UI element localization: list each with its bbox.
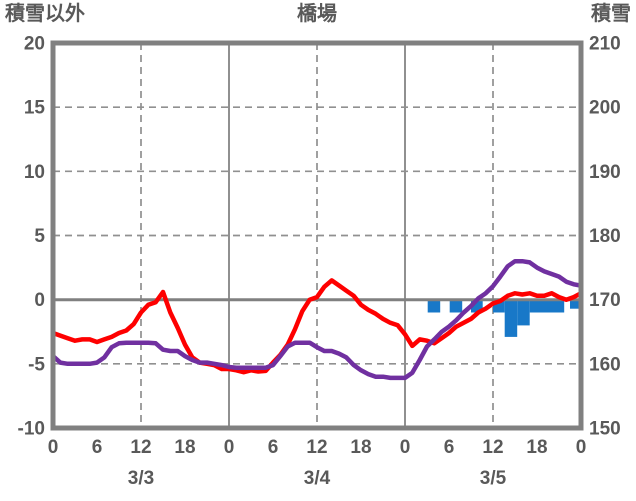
plot-frame [50,40,584,431]
snow-bar [517,299,530,326]
snow-bar [471,299,483,313]
chart-title: 橋場 [297,3,337,25]
left-axis-tick-label: -5 [28,354,45,375]
left-axis-tick-label: -10 [18,419,45,440]
left-axis-tick-label: 5 [34,226,45,247]
x-axis-tick-label: 6 [92,437,103,458]
right-axis-tick-label: 180 [589,226,621,247]
right-axis-tick-label: 210 [589,34,621,55]
right-axis-title: 積雪 [591,3,631,25]
snow-bar [529,299,565,313]
x-axis-tick-label: 12 [482,437,503,458]
red-line [50,278,584,375]
left-axis-tick-label: 10 [24,162,45,183]
x-axis-tick-label: 18 [350,437,371,458]
x-axis-tick-label: 0 [224,437,235,458]
snow-bar [427,299,441,313]
right-axis-tick-label: 200 [589,98,621,119]
x-axis-tick-label: 0 [576,437,587,458]
left-axis-tick-label: 0 [34,290,45,311]
snow-bar [493,299,505,313]
left-axis-tick-label: 15 [24,98,46,119]
snow-bar [504,299,518,337]
date-label: 3/5 [480,468,507,489]
left-axis-tick-label: 20 [24,34,45,55]
x-axis-tick-label: 6 [444,437,455,458]
x-axis-tick-label: 0 [48,437,59,458]
right-axis-tick-label: 150 [589,419,621,440]
date-label: 3/4 [304,468,331,489]
x-axis-tick-label: 0 [400,437,411,458]
x-axis-tick-label: 12 [306,437,327,458]
x-axis-tick-label: 18 [174,437,195,458]
x-axis-tick-label: 18 [526,437,547,458]
x-axis-tick-label: 6 [268,437,279,458]
date-label: 3/3 [128,468,154,489]
right-axis-tick-label: 160 [589,354,621,375]
snow-bar [570,299,581,309]
right-axis-tick-label: 190 [589,162,621,183]
x-axis-tick-label: 12 [130,437,151,458]
purple-line [50,258,584,381]
left-axis-title: 積雪以外 [5,3,85,25]
snow-bar [449,299,463,313]
right-axis-tick-label: 170 [589,290,621,311]
